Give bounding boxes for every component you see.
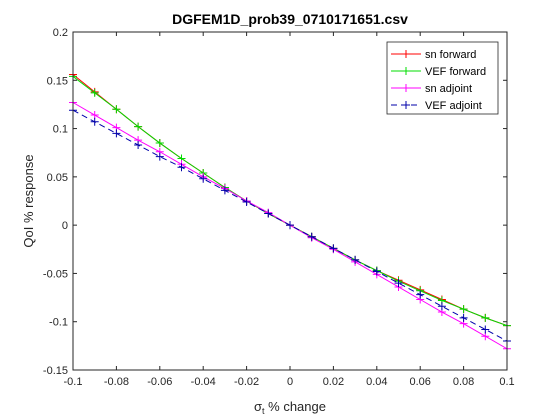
data-point-sn-adjoint [481, 332, 490, 341]
data-point-vef-adjoint [351, 255, 360, 264]
data-point-vef-adjoint [286, 221, 294, 230]
ticks-layer: -0.1 -0.08 -0.06 -0.04 -0.02 0 0.02 0.04 0.06 0.0… [43, 27, 515, 388]
x-tick-label: 0 [287, 376, 293, 388]
legend-marker-sn-adjoint [402, 84, 410, 92]
y-tick-label: 0.15 [47, 75, 68, 87]
data-point-vef-adjoint [416, 290, 425, 299]
legend: sn forward VEF forward sn adjoint VEF adjoi… [386, 41, 499, 115]
legend-marker-vef-forward [402, 67, 410, 75]
data-point-vef-adjoint [242, 197, 251, 206]
data-point-vef-adjoint [177, 163, 186, 172]
data-point-vef-forward [112, 105, 121, 114]
x-axis-label-suffix: % change [265, 399, 326, 414]
x-tick-label: 0.02 [323, 376, 344, 388]
data-point-vef-forward [155, 139, 164, 148]
x-tick-label: 0.06 [409, 376, 430, 388]
data-point-vef-forward [481, 313, 490, 322]
data-point-vef-adjoint [329, 244, 338, 253]
x-tick-label: -0.08 [104, 376, 129, 388]
legend-marker-sn-forward [402, 50, 410, 58]
x-tick-label: 0.08 [453, 376, 474, 388]
x-tick-label: 0.1 [499, 376, 514, 388]
y-tick-label: 0.1 [53, 124, 68, 136]
data-point-vef-adjoint [90, 117, 99, 126]
data-point-vef-adjoint [220, 186, 229, 195]
data-point-vef-forward [459, 305, 468, 314]
legend-entry-sn-adjoint: sn adjoint [425, 83, 472, 95]
x-tick-label: 0.04 [366, 376, 387, 388]
x-tick-label: -0.02 [234, 376, 259, 388]
legend-marker-vef-adjoint [402, 101, 410, 109]
data-point-vef-adjoint [112, 129, 121, 138]
y-tick-label: 0 [62, 220, 68, 232]
y-tick-label: -0.1 [49, 317, 68, 329]
chart-title: DGFEM1D_prob39_0710171651.csv [172, 11, 408, 27]
x-axis-label: σt % change [254, 399, 326, 416]
data-point-vef-adjoint [134, 140, 143, 149]
data-point-vef-adjoint [372, 267, 381, 276]
data-point-vef-forward [134, 122, 143, 131]
y-tick-label: -0.05 [43, 268, 68, 280]
data-point-vef-forward [90, 88, 99, 97]
legend-entry-sn-forward: sn forward [425, 49, 476, 61]
x-tick-label: -0.04 [191, 376, 216, 388]
data-point-vef-adjoint [459, 313, 468, 322]
data-point-vef-adjoint [437, 302, 446, 311]
x-axis-label-subscript: t [262, 406, 265, 416]
y-tick-label: 0.05 [47, 172, 68, 184]
legend-entry-vef-forward: VEF forward [425, 66, 486, 78]
data-point-vef-adjoint [481, 325, 490, 334]
data-point-vef-adjoint [155, 152, 164, 161]
y-tick-label: 0.2 [53, 27, 68, 39]
legend-entry-vef-adjoint: VEF adjoint [425, 100, 482, 112]
x-tick-label: -0.1 [64, 376, 83, 388]
series-layer [69, 70, 511, 353]
data-point-vef-adjoint [307, 232, 316, 241]
data-point-vef-adjoint [199, 174, 208, 183]
y-tick-label: -0.15 [43, 365, 68, 377]
x-axis-label-symbol: σ [254, 399, 262, 414]
x-tick-label: -0.06 [147, 376, 172, 388]
data-point-vef-adjoint [264, 209, 273, 218]
data-point-sn-adjoint [90, 111, 99, 120]
y-axis-label: QoI % response [21, 154, 36, 247]
data-point-vef-adjoint [394, 279, 403, 288]
